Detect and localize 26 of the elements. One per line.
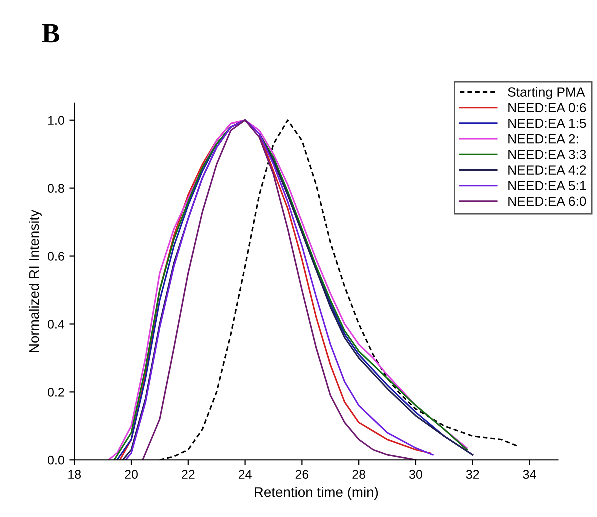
x-axis-title: Retention time (min) xyxy=(255,487,378,500)
y-tick-label: 0.4 xyxy=(48,320,65,329)
legend-label: NEED:EA 2: xyxy=(508,134,578,144)
x-tick-label: 24 xyxy=(238,470,252,479)
y-tick-label: 0.6 xyxy=(48,252,64,261)
x-tick-label: 30 xyxy=(409,470,422,480)
legend-label: NEED:EA 6:0 xyxy=(508,196,586,206)
chart-title: B xyxy=(42,24,60,43)
x-tick-label: 22 xyxy=(182,470,195,479)
x-tick-label: 18 xyxy=(68,470,82,480)
x-tick-label: 34 xyxy=(523,470,536,480)
y-tick-label: 0.8 xyxy=(48,184,64,193)
x-tick-label: 32 xyxy=(466,470,480,480)
legend-label: NEED:EA 4:2 xyxy=(508,166,586,175)
y-tick-label: 1.0 xyxy=(48,116,64,126)
x-tick-label: 26 xyxy=(296,470,309,480)
x-tick-label: 28 xyxy=(352,470,366,480)
legend-label: NEED:EA 1:5 xyxy=(508,118,586,128)
y-axis-title: Normalized RI Intensity xyxy=(29,210,42,352)
y-tick-label: 0.2 xyxy=(48,388,64,397)
y-tick-label: 0.0 xyxy=(48,456,64,465)
legend-label: Starting PMA xyxy=(508,87,586,100)
x-tick-label: 20 xyxy=(125,470,138,480)
legend-label: NEED:EA 5:1 xyxy=(508,181,586,191)
legend-label: NEED:EA 0:6 xyxy=(508,103,586,113)
legend-label: NEED:EA 3:3 xyxy=(508,150,586,160)
